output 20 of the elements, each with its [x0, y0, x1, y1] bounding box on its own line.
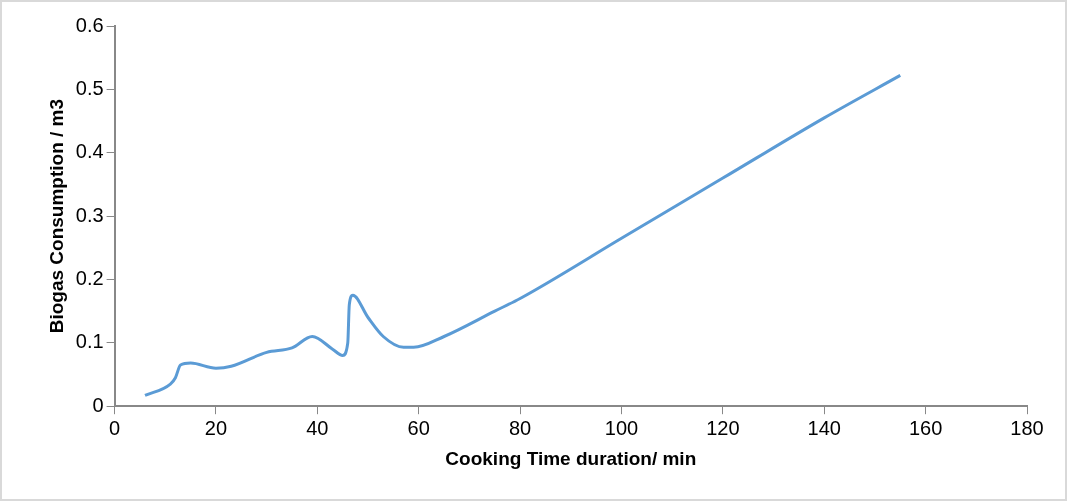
y-tick-label: 0.2 — [75, 266, 104, 289]
x-tick-label: 100 — [604, 416, 639, 439]
y-tick-label: 0.4 — [75, 140, 104, 163]
line-series — [143, 73, 902, 397]
x-tick-label: 80 — [508, 416, 532, 439]
y-tick-label: 0.6 — [75, 13, 104, 36]
y-tick-label: 0 — [92, 393, 104, 416]
y-tick-label: 0.5 — [75, 76, 104, 99]
y-tick-label: 0.3 — [75, 203, 104, 226]
y-axis-title: Biogas Consumption / m3 — [45, 98, 67, 334]
x-tick-label: 40 — [306, 416, 329, 439]
x-axis-title: Cooking Time duration/ min — [445, 447, 697, 469]
x-tick-label: 60 — [407, 416, 430, 439]
x-tick-label: 0 — [109, 416, 121, 439]
y-tick-label: 0.1 — [75, 330, 104, 353]
x-tick-label: 180 — [1010, 416, 1044, 439]
x-tick-label: 160 — [908, 416, 943, 439]
x-tick-label: 120 — [706, 416, 740, 439]
x-tick-label: 20 — [204, 416, 228, 439]
x-tick-label: 140 — [807, 416, 841, 439]
